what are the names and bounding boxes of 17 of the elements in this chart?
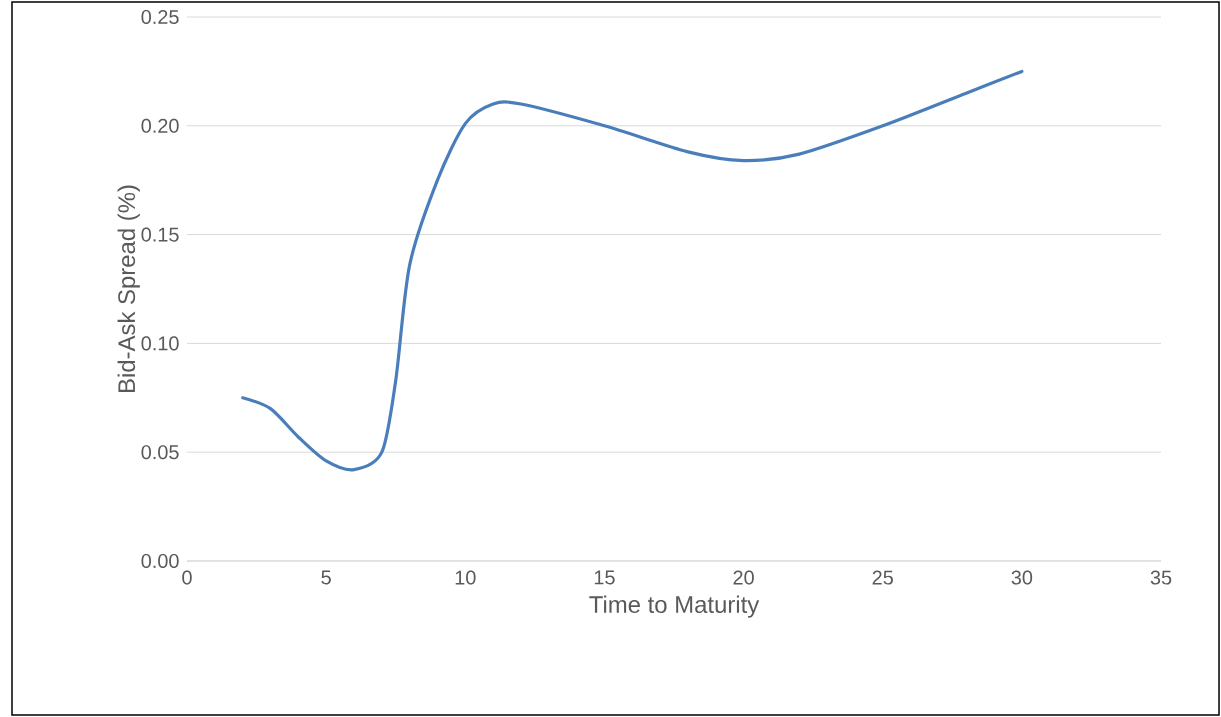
y-tick-label: 0.05 <box>141 445 179 460</box>
y-tick-label: 0.15 <box>141 227 179 242</box>
x-tick-label: 5 <box>321 570 331 585</box>
line-series <box>241 69 1024 472</box>
x-tick-label: 35 <box>1150 570 1172 585</box>
y-tick-label: 0.25 <box>141 9 179 25</box>
x-tick-label: 0 <box>182 570 192 585</box>
x-tick-label: 15 <box>594 570 615 585</box>
y-tick-label: 0.00 <box>141 553 179 569</box>
x-tick-label: 25 <box>872 570 893 585</box>
y-axis-title: Bid-Ask Spread (%) <box>117 185 140 392</box>
x-tick-label: 20 <box>733 570 754 585</box>
y-tick-label: 0.20 <box>141 118 179 133</box>
x-tick-label: 10 <box>455 570 476 585</box>
x-axis-title: Time to Maturity <box>589 595 760 618</box>
x-tick-label: 30 <box>1011 570 1033 585</box>
y-tick-label: 0.10 <box>141 336 179 351</box>
